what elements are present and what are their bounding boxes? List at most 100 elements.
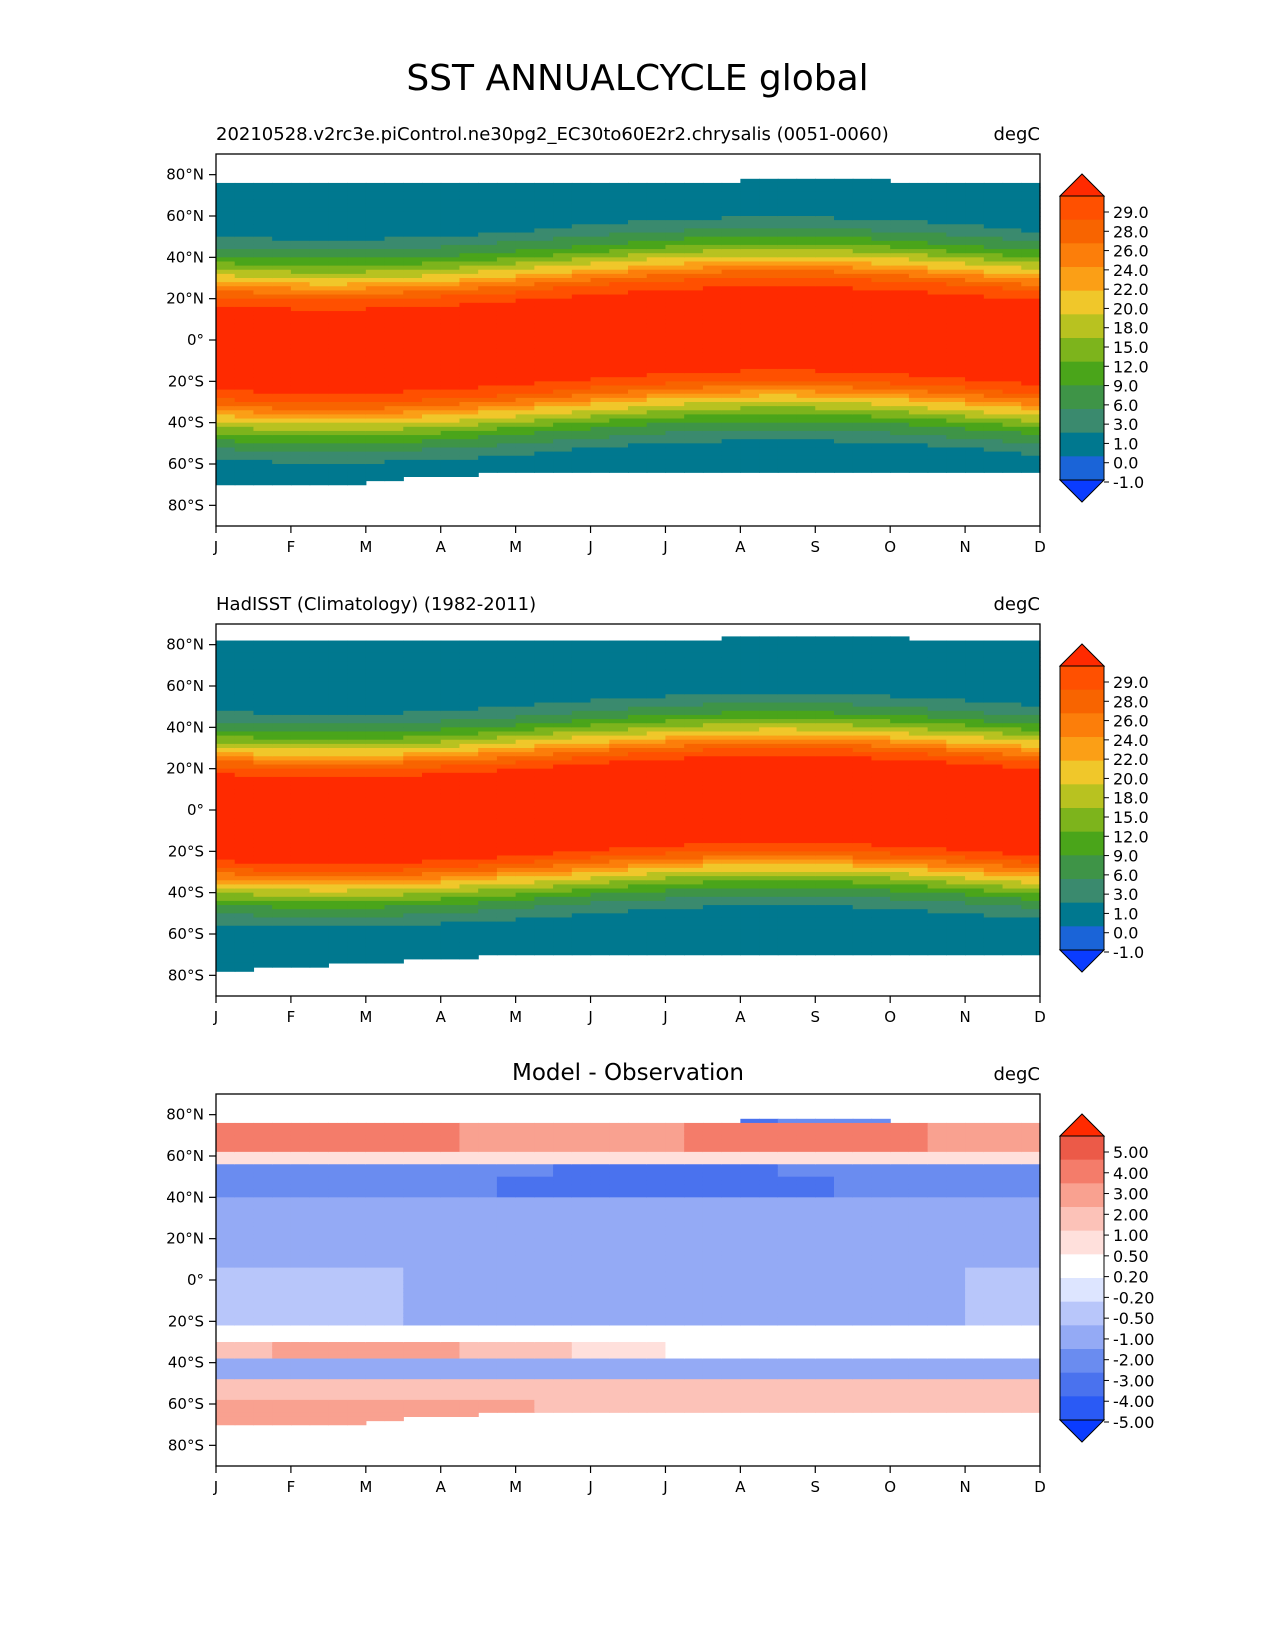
field-cell: [534, 273, 554, 279]
field-cell: [290, 909, 311, 914]
field-cell: [496, 356, 517, 362]
field-cell: [628, 748, 648, 753]
field-cell: [234, 315, 255, 320]
field-cell: [515, 805, 535, 811]
field-cell: [871, 430, 891, 436]
field-cell: [815, 265, 835, 271]
field-cell: [515, 443, 535, 449]
field-cell: [328, 925, 348, 931]
field-cell: [328, 797, 348, 803]
field-cell: [234, 756, 255, 761]
field-cell: [590, 698, 610, 704]
field-cell: [946, 393, 966, 399]
field-cell: [1021, 286, 1041, 291]
field-cell: [609, 657, 629, 662]
field-cell: [309, 640, 329, 646]
field-cell: [534, 855, 554, 861]
colorbar-box: [1060, 196, 1104, 221]
field-cell: [234, 402, 255, 407]
field-cell: [478, 311, 498, 316]
field-cell: [347, 207, 367, 213]
field-cell: [609, 306, 629, 312]
field-cell: [721, 381, 741, 387]
field-cell: [216, 331, 236, 337]
field-cell: [534, 888, 554, 894]
field-cell: [309, 455, 329, 461]
field-cell: [422, 644, 442, 650]
field-cell: [609, 727, 629, 733]
field-cell: [478, 884, 498, 890]
field-cell: [309, 661, 329, 666]
field-cell: [253, 665, 273, 671]
field-cell: [496, 913, 517, 919]
field-cell: [440, 834, 461, 840]
field-cell: [759, 360, 779, 366]
field-cell: [515, 859, 535, 865]
field-cell: [365, 925, 386, 931]
field-cell: [234, 360, 255, 366]
field-cell: [440, 414, 461, 420]
field-cell: [216, 884, 236, 890]
field-cell: [459, 232, 479, 238]
field-cell: [983, 381, 1004, 387]
field-cell: [721, 451, 741, 457]
field-cell: [534, 459, 554, 465]
field-cell: [908, 236, 929, 242]
field-cell: [908, 340, 929, 345]
field-cell: [347, 640, 367, 646]
field-cell: [534, 929, 554, 935]
field-cell: [759, 335, 779, 341]
field-cell: [365, 756, 386, 761]
field-cell: [309, 834, 329, 840]
field-cell: [702, 385, 723, 391]
field-cell: [234, 855, 255, 861]
field-cell: [721, 323, 741, 329]
field-cell: [478, 934, 498, 939]
field-cell: [553, 698, 573, 704]
colorbar-frame: [1059, 195, 1105, 481]
field-cell: [684, 327, 704, 333]
field-cell: [422, 752, 442, 757]
field-cell: [422, 710, 442, 716]
field-cell: [478, 855, 498, 861]
field-cell: [834, 385, 854, 391]
field-cell: [908, 265, 929, 271]
field-cell: [721, 414, 741, 420]
field-cell: [515, 290, 535, 296]
field-cell: [216, 207, 236, 213]
field-cell: [553, 381, 573, 387]
field-cell: [328, 402, 348, 407]
field-cell: [515, 872, 535, 877]
x-tick-label: J: [587, 538, 592, 556]
field-cell: [440, 855, 461, 861]
field-cell: [534, 447, 554, 453]
field-cell: [290, 426, 311, 432]
field-cell: [234, 686, 255, 691]
field-cell: [365, 410, 386, 415]
field-cell: [290, 323, 311, 329]
field-cell: [253, 847, 273, 852]
field-cell: [384, 867, 404, 873]
field-cell: [384, 253, 404, 258]
field-cell: [815, 273, 835, 279]
field-cell: [234, 451, 255, 457]
field-cell: [834, 323, 854, 329]
field-cell: [983, 207, 1004, 213]
field-cell: [609, 640, 629, 646]
field-cell: [403, 950, 423, 956]
field-cell: [234, 648, 255, 654]
field-cell: [759, 278, 779, 283]
field-cell: [890, 294, 910, 300]
field-cell: [534, 389, 554, 395]
field-cell: [796, 426, 816, 432]
field-cell: [965, 381, 985, 387]
field-cell: [740, 414, 760, 420]
field-cell: [609, 723, 629, 728]
field-cell: [515, 315, 535, 320]
field-cell: [534, 381, 554, 387]
field-cell: [534, 677, 554, 683]
field-cell: [834, 253, 854, 258]
field-cell: [590, 652, 610, 658]
field-cell: [890, 352, 910, 358]
field-cell: [459, 352, 479, 358]
